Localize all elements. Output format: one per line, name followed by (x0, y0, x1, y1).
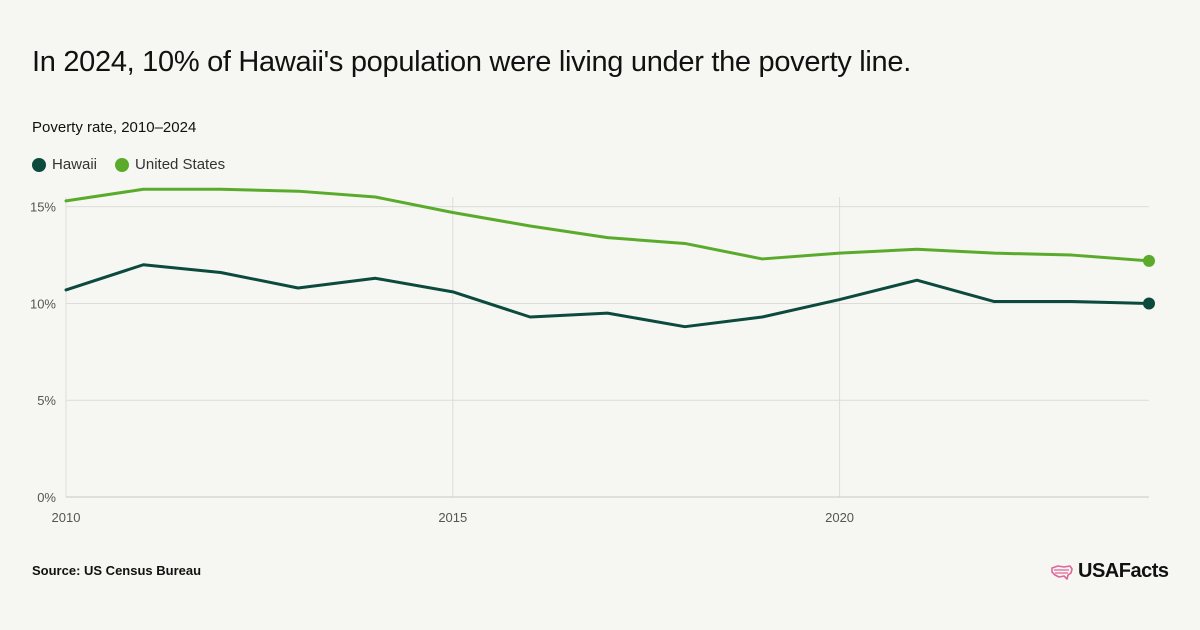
x-tick-label: 2010 (52, 510, 81, 525)
y-tick-label: 15% (30, 200, 56, 215)
series-line-united-states (64, 187, 1151, 263)
source-note: Source: US Census Bureau (32, 563, 202, 578)
x-tick-label: 2020 (825, 510, 854, 525)
line-chart: 0% 5% 10% 15% 2010 2015 2020 (30, 187, 1155, 525)
series-line-hawaii (64, 263, 1151, 329)
series-end-point-united-states (1143, 254, 1155, 267)
chart-title: In 2024, 10% of Hawaii's population were… (32, 46, 911, 78)
us-map-icon (1051, 564, 1073, 580)
legend-label-hawaii: Hawaii (52, 156, 98, 173)
legend-item-hawaii: Hawaii (32, 156, 97, 173)
chart-subtitle: Poverty rate, 2010–2024 (32, 119, 197, 136)
legend-item-united-states: United States (115, 156, 225, 173)
y-tick-label: 10% (30, 296, 56, 311)
y-tick-label: 5% (37, 393, 56, 408)
logo-text: USAFacts (1078, 560, 1169, 582)
usafacts-logo: USAFacts (1050, 560, 1169, 583)
legend-label-united-states: United States (135, 156, 226, 173)
series-end-point-hawaii (1143, 297, 1155, 310)
legend-marker-united-states (115, 157, 130, 172)
x-tick-label: 2015 (438, 510, 467, 525)
legend-marker-hawaii (32, 157, 46, 172)
y-tick-label: 0% (37, 490, 56, 505)
legend: Hawaii United States (32, 156, 225, 173)
